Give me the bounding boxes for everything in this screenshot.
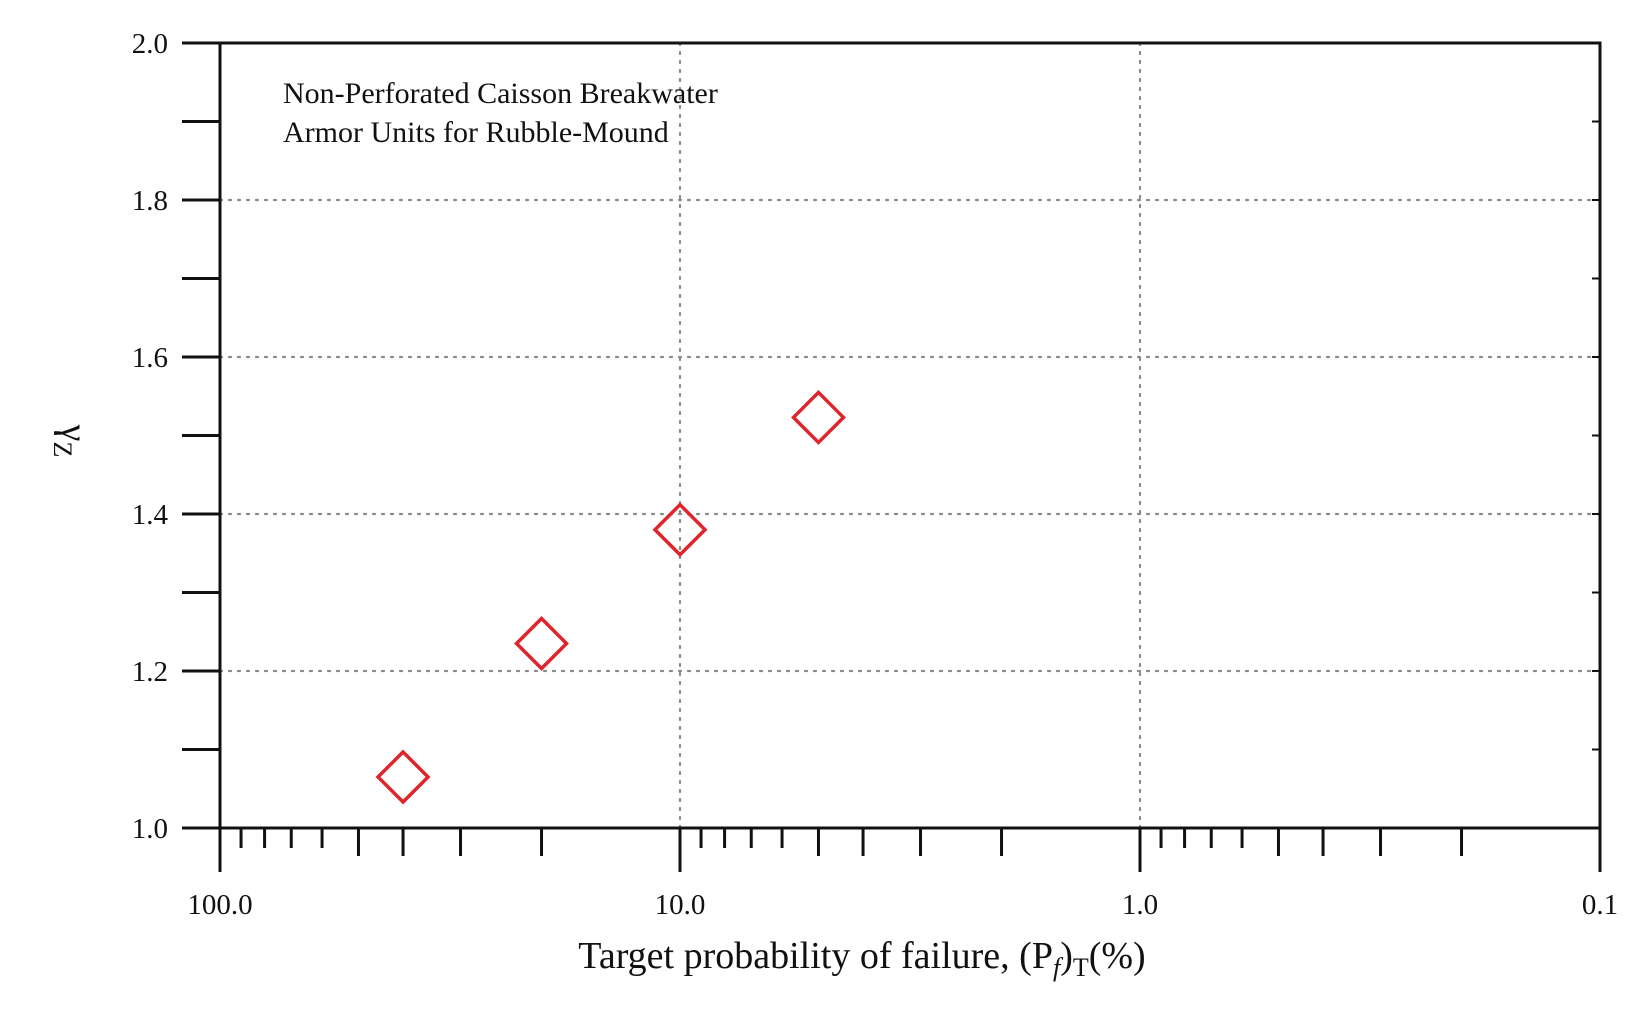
data-points [375, 389, 846, 805]
grid-lines [218, 41, 1602, 830]
x-axis-label: Target probability of failure, (Pf)T(%) [578, 935, 1145, 982]
y-tick-label: 1.4 [132, 499, 169, 531]
plot-frame [218, 41, 1602, 830]
data-point-diamond [514, 616, 570, 671]
x-tick-label: 10.0 [655, 889, 706, 921]
x-axis-label-main: Target probability of failure, (P [578, 935, 1053, 977]
x-tick-label: 100.0 [187, 889, 252, 921]
y-tick-label: 1.6 [132, 342, 168, 374]
x-axis-label-T-subscript: T [1073, 953, 1089, 982]
x-axis-label-unit: (%) [1089, 935, 1146, 977]
y-tick-label: 1.2 [132, 656, 168, 688]
annotation-line-2: Armor Units for Rubble-Mound [283, 116, 669, 149]
y-axis-label-symbol: γ [53, 424, 95, 442]
data-point-diamond [790, 389, 846, 445]
y-axis-label-subscript: Z [48, 441, 77, 457]
y-axis-label: γZ [48, 424, 95, 458]
x-tick-label: 0.1 [1582, 889, 1618, 921]
x-axis-label-close: ) [1060, 935, 1073, 977]
y-tick-label: 1.0 [132, 813, 168, 845]
annotation-line-1: Non-Perforated Caisson Breakwater [283, 77, 718, 110]
tick-labels: 1.0 1.2 1.4 1.6 1.8 2.0 100.0 10.0 1.0 0.1 [132, 28, 1618, 921]
x-tick-label: 1.0 [1122, 889, 1158, 921]
y-tick-label: 1.8 [132, 185, 168, 217]
x-axis-label-f-subscript: f [1053, 953, 1064, 982]
y-tick-label: 2.0 [132, 28, 168, 60]
data-point-diamond [375, 749, 431, 805]
data-point-diamond [652, 502, 708, 558]
axes [182, 41, 1602, 872]
